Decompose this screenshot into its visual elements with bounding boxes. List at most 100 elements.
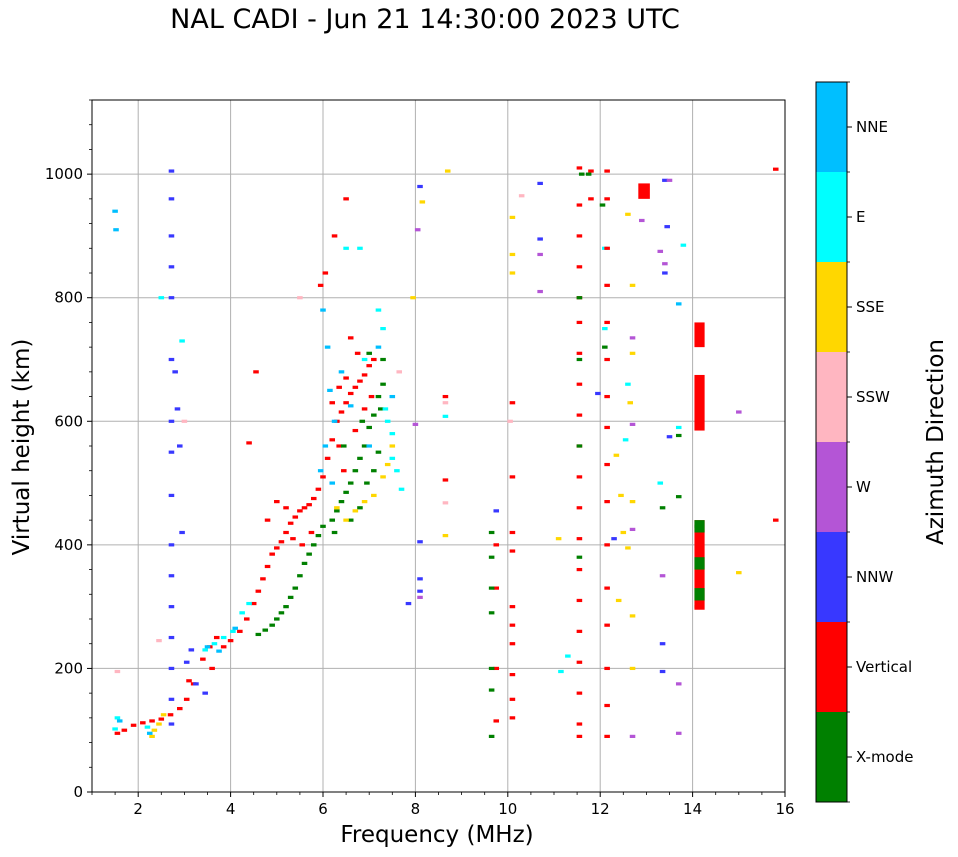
data-bar-x-mode: [694, 520, 705, 533]
data-point-sse: [371, 493, 377, 498]
data-point-vertical: [336, 385, 342, 389]
data-point-vertical: [772, 518, 779, 522]
data-point-e: [389, 456, 396, 460]
data-point-w: [537, 252, 543, 257]
data-point-nne: [317, 469, 324, 473]
data-point-vertical: [604, 543, 610, 547]
data-point-vertical: [227, 639, 234, 643]
data-point-sse: [629, 666, 636, 671]
data-point-vertical: [243, 617, 250, 621]
data-point-w: [414, 228, 421, 232]
data-point-e: [246, 601, 252, 606]
data-point-nne: [204, 645, 211, 649]
data-point-vertical: [246, 441, 252, 445]
data-point-vertical: [274, 546, 280, 550]
data-point-vertical: [604, 246, 610, 250]
data-point-vertical: [576, 537, 583, 541]
data-point-e: [357, 246, 363, 250]
data-point-vertical: [130, 723, 137, 727]
colorbar-segment: [816, 352, 847, 442]
colorbar-segment: [816, 262, 847, 352]
data-point-sse: [410, 296, 416, 300]
data-point-nnw: [193, 682, 199, 686]
colorbar-frame: [815, 81, 848, 803]
data-point-vertical: [604, 586, 610, 590]
data-point-vertical: [352, 385, 359, 389]
data-point-e: [114, 716, 121, 720]
data-point-vertical: [290, 537, 296, 541]
data-point-nnw: [168, 543, 175, 547]
x-tick-label: 2: [133, 800, 143, 818]
data-point-vertical: [604, 320, 610, 325]
data-point-vertical: [604, 734, 610, 738]
data-point-nnw: [168, 666, 175, 671]
data-point-vertical: [576, 166, 583, 170]
data-point-e: [384, 419, 391, 423]
data-point-e: [565, 654, 571, 658]
data-point-vertical: [114, 731, 121, 735]
data-point-vertical: [604, 703, 610, 708]
data-point-vertical: [371, 357, 377, 362]
data-point-sse: [615, 598, 622, 603]
colorbar-segment: [816, 712, 847, 802]
data-bar-vertical: [694, 322, 705, 348]
data-point-vertical: [121, 728, 128, 732]
data-point-e: [380, 327, 386, 331]
data-point-nnw: [168, 635, 175, 640]
data-point-vertical: [493, 543, 500, 547]
colorbar-tick-label: X-mode: [856, 748, 913, 766]
x-axis-label: Frequency (MHz): [340, 822, 533, 848]
data-point-e: [389, 432, 396, 436]
data-point-vertical: [260, 577, 266, 581]
data-point-sse: [160, 713, 167, 717]
data-point-e: [394, 469, 400, 473]
data-point-nnw: [664, 225, 670, 229]
data-point-nne: [375, 345, 382, 349]
data-point-sse: [613, 453, 620, 457]
data-point-ssw: [297, 296, 303, 300]
data-point-x: [361, 444, 368, 448]
data-point-vertical: [329, 401, 336, 405]
data-point-vertical: [604, 283, 610, 287]
colorbar-tick-label: Vertical: [856, 658, 912, 676]
data-point-vertical: [357, 379, 363, 383]
data-marks: [112, 166, 779, 738]
data-bar-x-mode: [694, 588, 705, 601]
data-point-vertical: [315, 487, 322, 491]
data-point-ssw: [442, 501, 449, 505]
data-point-x: [380, 382, 386, 386]
x-tick-label: 14: [683, 800, 702, 818]
data-point-nnw: [168, 419, 175, 423]
data-point-sse: [442, 533, 449, 538]
y-tick-label: 600: [54, 412, 83, 430]
data-point-nnw: [417, 184, 423, 189]
data-point-e: [144, 725, 151, 729]
data-point-x: [659, 506, 666, 510]
data-point-sse: [361, 500, 368, 504]
colorbar-label: Azimuth Direction: [923, 339, 949, 545]
data-point-vertical: [493, 586, 500, 590]
data-point-vertical: [509, 697, 516, 701]
data-point-x: [488, 586, 495, 590]
data-point-x: [585, 172, 592, 176]
data-point-nne: [329, 481, 336, 485]
data-point-vertical: [292, 515, 299, 519]
colorbar-tick-label: NNE: [856, 118, 888, 136]
data-point-vertical: [167, 713, 174, 717]
data-point-vertical: [576, 382, 583, 386]
data-point-vertical: [576, 734, 583, 738]
data-point-x: [364, 481, 370, 485]
colorbar-segment: [816, 82, 847, 172]
data-point-sse: [629, 614, 636, 618]
data-point-nnw: [168, 296, 175, 300]
data-point-vertical: [158, 717, 165, 721]
data-point-vertical: [604, 169, 610, 173]
data-point-vertical: [343, 401, 349, 405]
data-point-vertical: [576, 265, 583, 269]
data-point-sse: [149, 734, 155, 738]
data-point-vertical: [576, 234, 583, 238]
data-point-x: [331, 530, 338, 535]
data-point-vertical: [269, 552, 275, 556]
data-point-x: [576, 296, 583, 300]
